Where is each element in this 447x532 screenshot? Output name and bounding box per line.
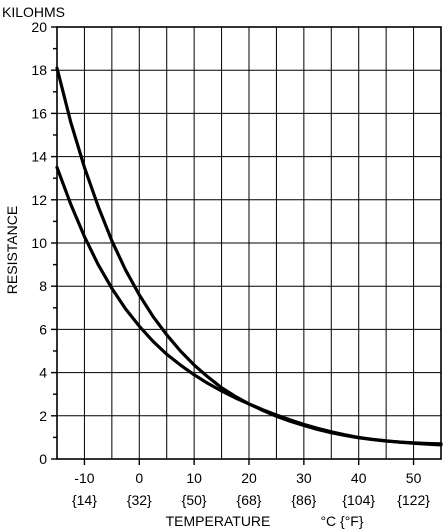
y-tick-label: 20 — [31, 19, 47, 35]
x-tick-label-fahrenheit: {104} — [342, 492, 375, 508]
x-tick-label-celsius: 30 — [296, 470, 312, 486]
y-tick-label: 6 — [39, 321, 47, 337]
y-tick-label: 8 — [39, 278, 47, 294]
y-tick-label: 4 — [39, 365, 47, 381]
grid — [57, 27, 441, 459]
y-units-label: KILOHMS — [2, 4, 65, 20]
x-tick-label-celsius: 50 — [406, 470, 422, 486]
y-tick-label: 12 — [31, 192, 47, 208]
y-tick-label: 10 — [31, 235, 47, 251]
tick-labels: 0 2 4 6 8 10 12 14 16 18 20 -10 {14} 0 {32} 10 {50} 20 {68… — [31, 19, 430, 508]
y-tick-label: 2 — [39, 408, 47, 424]
y-tick-label: 14 — [31, 149, 47, 165]
x-tick-label-celsius: 40 — [351, 470, 367, 486]
x-tick-label-celsius: -10 — [74, 470, 94, 486]
x-tick-label-celsius: 20 — [241, 470, 257, 486]
x-tick-label-fahrenheit: {32} — [127, 492, 152, 508]
x-axis-title: TEMPERATURE — [166, 513, 271, 529]
ticks — [51, 26, 415, 465]
x-tick-label-fahrenheit: {50} — [182, 492, 207, 508]
x-tick-label-fahrenheit: {86} — [291, 492, 316, 508]
x-tick-label-fahrenheit: {122} — [397, 492, 430, 508]
resistance-curve-lower — [55, 165, 443, 447]
y-tick-label: 16 — [31, 105, 47, 121]
y-tick-label: 18 — [31, 62, 47, 78]
x-axis-unit: °C {°F} — [320, 513, 363, 529]
x-tick-label-fahrenheit: {14} — [72, 492, 97, 508]
x-tick-label-celsius: 10 — [186, 470, 202, 486]
x-tick-label-celsius: 0 — [135, 470, 143, 486]
y-tick-label: 0 — [39, 451, 47, 467]
y-axis-title: RESISTANCE — [4, 206, 20, 294]
x-tick-label-fahrenheit: {68} — [237, 492, 262, 508]
curves — [55, 66, 443, 447]
